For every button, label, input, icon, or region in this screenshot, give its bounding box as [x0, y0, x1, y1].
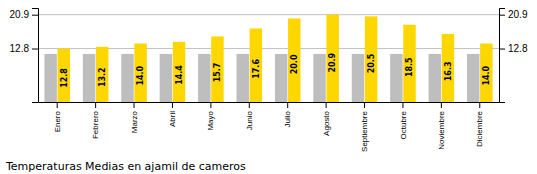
x-tick: Enero: [53, 102, 62, 132]
x-tick: Diciembre: [475, 102, 484, 147]
x-tick: Noviembre: [437, 102, 446, 150]
bar: [198, 54, 210, 102]
y2-axis-line: [500, 9, 506, 103]
y-tick-label: 12.8: [10, 43, 30, 54]
bar: [134, 44, 146, 102]
data-label: 14.4: [175, 65, 184, 85]
x-tick-mark: [134, 102, 135, 108]
bar: [403, 25, 415, 102]
grid: [38, 15, 499, 49]
bar: [121, 54, 133, 102]
x-tick-label: Abril: [168, 111, 177, 127]
bar: [160, 54, 172, 102]
bar: [390, 54, 402, 102]
bar: [250, 28, 262, 102]
bar: [352, 54, 364, 102]
bar: [288, 18, 300, 102]
y2-tick: 12.8: [499, 43, 528, 54]
y2-axis: 12.8 20.9: [499, 9, 528, 103]
x-tick: Octubre: [399, 102, 408, 139]
x-tick-label: Mayo: [206, 110, 215, 130]
data-label: 20.5: [367, 53, 376, 73]
bar: [365, 16, 377, 102]
x-tick-mark: [172, 102, 173, 108]
data-label: 12.8: [60, 68, 69, 88]
x-tick-mark: [364, 102, 365, 108]
x-tick-label: Julio: [283, 110, 292, 127]
data-label: 14.0: [482, 65, 491, 85]
x-tick-mark: [287, 102, 288, 108]
x-tick-label: Junio: [245, 110, 254, 130]
x-tick-label: Septiembre: [360, 110, 369, 151]
x-tick-label: Noviembre: [437, 110, 446, 149]
y-axis: 12.8 20.9: [10, 9, 39, 103]
bar: [442, 34, 454, 102]
data-label: 14.0: [136, 65, 145, 85]
y-tick-mark: [32, 49, 38, 50]
data-label: 13.2: [98, 67, 107, 87]
data-label: 17.6: [252, 59, 261, 79]
x-tick-label: Octubre: [399, 110, 408, 139]
data-label: 20.0: [290, 54, 299, 74]
bar: [480, 44, 492, 102]
title: Temperaturas Medias en ajamil de cameros: [5, 160, 246, 173]
bar: [44, 54, 56, 102]
y2-tick-label: 12.8: [508, 43, 528, 54]
x-tick: Abril: [168, 102, 177, 127]
data-labels: 12.8 13.2 14.0 14.4 15.7 17.6 20.0 20.9 20.5 18.5…: [60, 52, 492, 87]
x-tick-label: Febrero: [91, 110, 100, 139]
x-tick-mark: [326, 102, 327, 108]
x-tick-mark: [479, 102, 480, 108]
bar: [211, 36, 223, 102]
x-tick-label: Agosto: [322, 110, 331, 135]
chart: Enero Febrero Marzo Abril Mayo Junio Julio Agos…: [0, 0, 537, 174]
bar: [173, 42, 185, 102]
data-label: 16.3: [444, 61, 453, 81]
y-axis-line: [32, 9, 39, 103]
x-tick-mark: [210, 102, 211, 108]
x-tick: Junio: [245, 102, 254, 130]
bar: [313, 54, 325, 102]
bar: [83, 54, 95, 102]
y-tick: 20.9: [10, 9, 38, 20]
x-tick-label: Diciembre: [475, 110, 484, 147]
bar: [429, 54, 441, 102]
x-tick: Septiembre: [360, 102, 369, 152]
x-tick-mark: [57, 102, 58, 108]
x-tick: Julio: [283, 102, 292, 127]
bar: [326, 15, 338, 102]
y2-tick-mark: [499, 15, 505, 16]
x-tick-mark: [95, 102, 96, 108]
bars: [44, 15, 492, 102]
bar: [275, 54, 287, 102]
x-tick: Febrero: [91, 102, 100, 139]
x-tick: Mayo: [206, 102, 215, 131]
x-axis-line: [39, 102, 500, 103]
plot: Enero Febrero Marzo Abril Mayo Junio Julio Agos…: [10, 9, 528, 152]
series: [58, 15, 493, 102]
y-tick-mark: [32, 15, 38, 16]
y2-tick-mark: [499, 49, 505, 50]
y-tick: 12.8: [10, 43, 38, 54]
x-tick: Agosto: [322, 102, 331, 136]
data-label: 15.7: [213, 63, 222, 83]
bar: [58, 49, 70, 102]
bar: [467, 54, 479, 102]
x-tick-mark: [402, 102, 403, 108]
bar: [96, 47, 108, 102]
grid-line: [38, 14, 499, 15]
y-tick-label: 20.9: [10, 9, 30, 20]
y2-tick-label: 20.9: [508, 9, 528, 20]
x-tick-mark: [249, 102, 250, 108]
x-axis: Enero Febrero Marzo Abril Mayo Junio Julio Agos…: [39, 102, 500, 152]
x-tick-label: Marzo: [130, 110, 139, 133]
y2-tick: 20.9: [499, 9, 528, 20]
bar: [237, 54, 249, 102]
x-tick-label: Enero: [53, 110, 62, 132]
data-label: 18.5: [405, 57, 414, 77]
x-tick: Marzo: [130, 102, 139, 133]
x-tick-mark: [441, 102, 442, 108]
data-label: 20.9: [328, 52, 337, 72]
